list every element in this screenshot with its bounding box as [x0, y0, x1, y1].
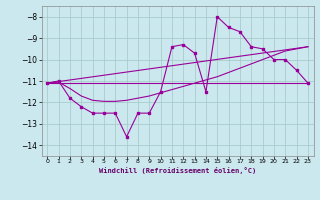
X-axis label: Windchill (Refroidissement éolien,°C): Windchill (Refroidissement éolien,°C): [99, 167, 256, 174]
